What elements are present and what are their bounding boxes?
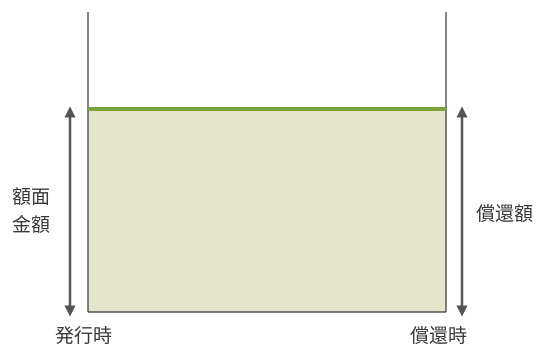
- redemption-time-label: 償還時: [410, 325, 468, 347]
- face-value-label: 額面 金額: [12, 183, 52, 239]
- value-area: [88, 109, 446, 312]
- issue-time-label: 発行時: [55, 325, 113, 347]
- redemption-amount-label: 償還額: [476, 203, 534, 225]
- face-value-label-line1: 額面: [12, 186, 51, 208]
- face-value-label-line2: 金額: [12, 214, 51, 236]
